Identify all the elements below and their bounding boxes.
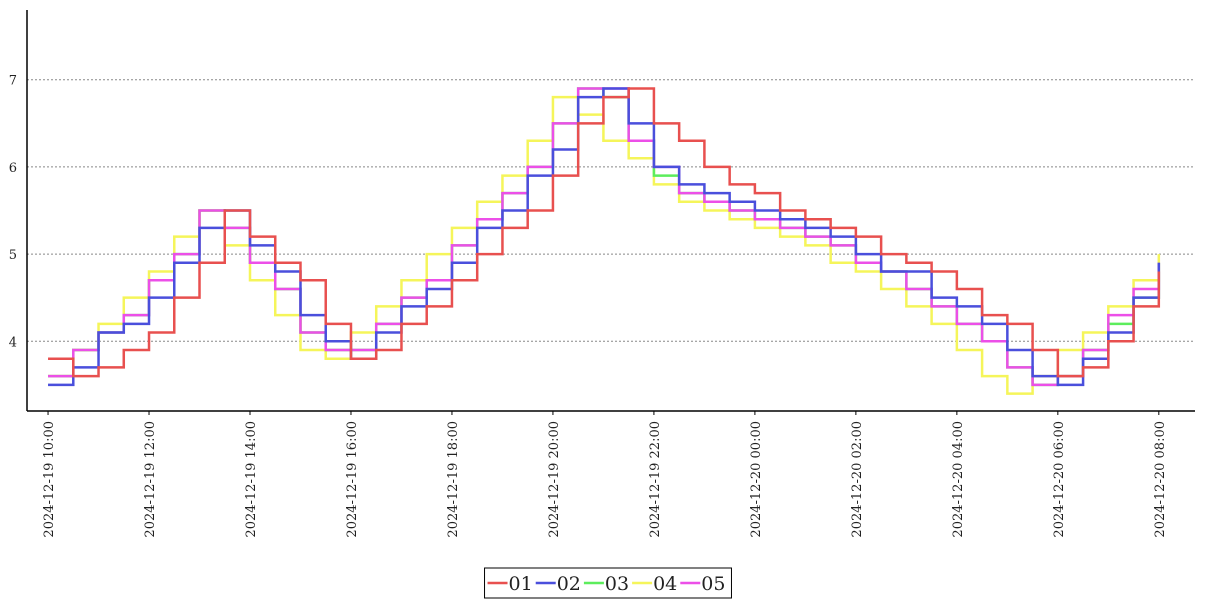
x-tick-label: 2024-12-19 14:00 [244,421,259,538]
x-tick-label: 2024-12-19 20:00 [547,421,562,538]
x-tick-label: 2024-12-19 16:00 [345,421,360,538]
legend-label: 03 [605,573,629,595]
x-tick-label: 2024-12-19 10:00 [42,421,57,538]
y-tick-label: 5 [9,248,17,263]
legend-label: 04 [653,573,677,595]
x-tick-label: 2024-12-20 04:00 [951,421,966,538]
x-tick-label: 2024-12-20 06:00 [1052,421,1067,538]
x-tick-label: 2024-12-20 00:00 [749,421,764,538]
legend: 01 02 03 04 05 [487,573,725,595]
x-tick-label: 2024-12-20 02:00 [850,421,865,538]
x-tick-label: 2024-12-19 22:00 [648,421,663,538]
x-tick-label: 2024-12-19 12:00 [143,421,158,538]
series-line [48,87,1161,378]
legend-label: 02 [557,573,581,595]
legend-label: 05 [701,573,725,595]
legend-label: 01 [509,573,533,595]
y-tick-label: 4 [9,335,17,350]
series-line [48,95,1161,395]
x-tick-label: 2024-12-20 08:00 [1153,421,1168,538]
y-tick-label: 7 [9,74,17,89]
y-tick-label: 6 [9,161,17,176]
x-tick-label: 2024-12-19 18:00 [446,421,461,538]
legend-box [484,567,732,599]
